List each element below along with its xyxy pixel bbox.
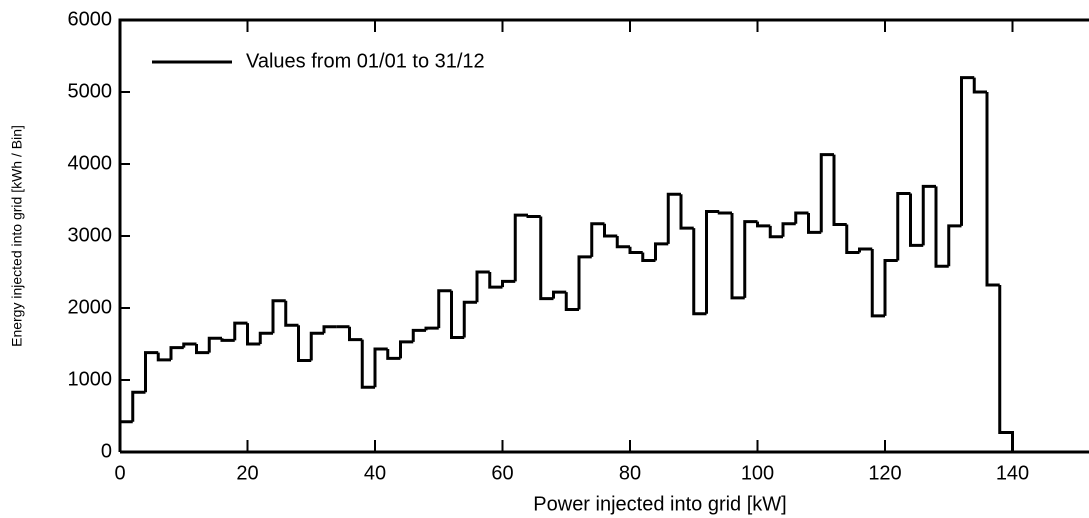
histogram-step xyxy=(603,223,618,238)
histogram-step xyxy=(488,272,503,289)
histogram-step xyxy=(526,215,541,219)
histogram-step xyxy=(399,340,414,359)
histogram-step xyxy=(348,326,363,342)
histogram-step xyxy=(858,247,873,253)
y-tick-label: 1000 xyxy=(68,368,113,390)
x-tick-label: 40 xyxy=(364,462,386,484)
histogram-step xyxy=(807,212,822,234)
histogram-step xyxy=(156,352,171,362)
histogram-step xyxy=(182,342,197,348)
histogram-step xyxy=(462,300,477,338)
histogram-step xyxy=(246,323,261,346)
histogram-step xyxy=(756,221,771,228)
histogram-step xyxy=(730,212,745,300)
histogram-step xyxy=(985,92,1000,287)
histogram-step xyxy=(207,336,222,353)
histogram-step xyxy=(284,300,299,327)
histogram-step xyxy=(960,76,975,226)
histogram-step xyxy=(450,290,465,340)
histogram-step xyxy=(577,255,592,310)
histogram-step xyxy=(169,346,184,360)
histogram-step xyxy=(437,289,452,329)
histogram-step xyxy=(424,326,439,331)
histogram-step xyxy=(654,242,669,261)
histogram-step xyxy=(717,211,732,215)
histogram-step xyxy=(309,331,324,361)
histogram-step xyxy=(195,344,210,355)
histogram-step xyxy=(628,246,643,255)
histogram-step xyxy=(641,252,656,262)
histogram-step xyxy=(972,77,987,94)
histogram-step xyxy=(794,211,809,224)
y-tick-label: 3000 xyxy=(68,224,113,246)
histogram-step xyxy=(615,236,630,249)
histogram-step xyxy=(552,290,567,299)
x-tick-label: 100 xyxy=(741,462,774,484)
histogram-step xyxy=(883,258,898,316)
legend-label: Values from 01/01 to 31/12 xyxy=(246,50,485,72)
x-tick-label: 20 xyxy=(236,462,258,484)
x-tick-label: 80 xyxy=(619,462,641,484)
histogram-step xyxy=(921,184,936,246)
x-tick-label: 140 xyxy=(996,462,1029,484)
histogram-step xyxy=(144,351,159,393)
x-tick-label: 0 xyxy=(114,462,125,484)
histogram-step xyxy=(322,325,337,334)
histogram-step xyxy=(475,270,490,303)
histogram-step xyxy=(271,299,286,334)
histogram-step xyxy=(870,248,885,318)
histogram-step xyxy=(819,153,834,233)
histogram-step xyxy=(411,328,426,342)
histogram-step xyxy=(896,192,911,261)
y-axis-title: Energy injected into grid [kWh / Bin] xyxy=(9,125,25,347)
histogram-step xyxy=(590,222,605,257)
histogram-step xyxy=(934,186,949,268)
histogram-step xyxy=(501,279,516,288)
x-tick-label: 60 xyxy=(491,462,513,484)
histogram-step xyxy=(386,349,401,360)
histogram-step xyxy=(947,224,962,267)
y-tick-label: 2000 xyxy=(68,296,113,318)
histogram-step xyxy=(118,420,133,452)
y-tick-label: 0 xyxy=(101,440,112,462)
histogram-step xyxy=(233,321,248,341)
histogram-step xyxy=(220,338,235,342)
histogram-step xyxy=(539,216,554,301)
histogram-step xyxy=(564,292,579,311)
histogram-step xyxy=(845,224,860,255)
histogram-step xyxy=(743,220,758,298)
histogram-step xyxy=(131,390,146,422)
x-tick-label: 120 xyxy=(868,462,901,484)
histogram-step xyxy=(360,339,375,389)
x-axis-title: Power injected into grid [kW] xyxy=(533,493,786,515)
histogram-step xyxy=(513,213,528,282)
y-tick-label: 4000 xyxy=(68,152,113,174)
histogram-step xyxy=(258,331,273,344)
histogram-step xyxy=(768,225,783,239)
histogram-step xyxy=(297,325,312,363)
histogram-step xyxy=(909,193,924,247)
histogram-step xyxy=(832,154,847,226)
histogram-step xyxy=(666,192,681,244)
histogram-step xyxy=(692,228,707,316)
histogram-step xyxy=(705,210,720,314)
y-tick-label: 5000 xyxy=(68,80,113,102)
histogram-step xyxy=(998,284,1014,452)
histogram-step xyxy=(679,194,694,230)
histogram-step xyxy=(781,222,796,237)
y-tick-label: 6000 xyxy=(68,8,113,30)
histogram-step xyxy=(373,347,388,388)
